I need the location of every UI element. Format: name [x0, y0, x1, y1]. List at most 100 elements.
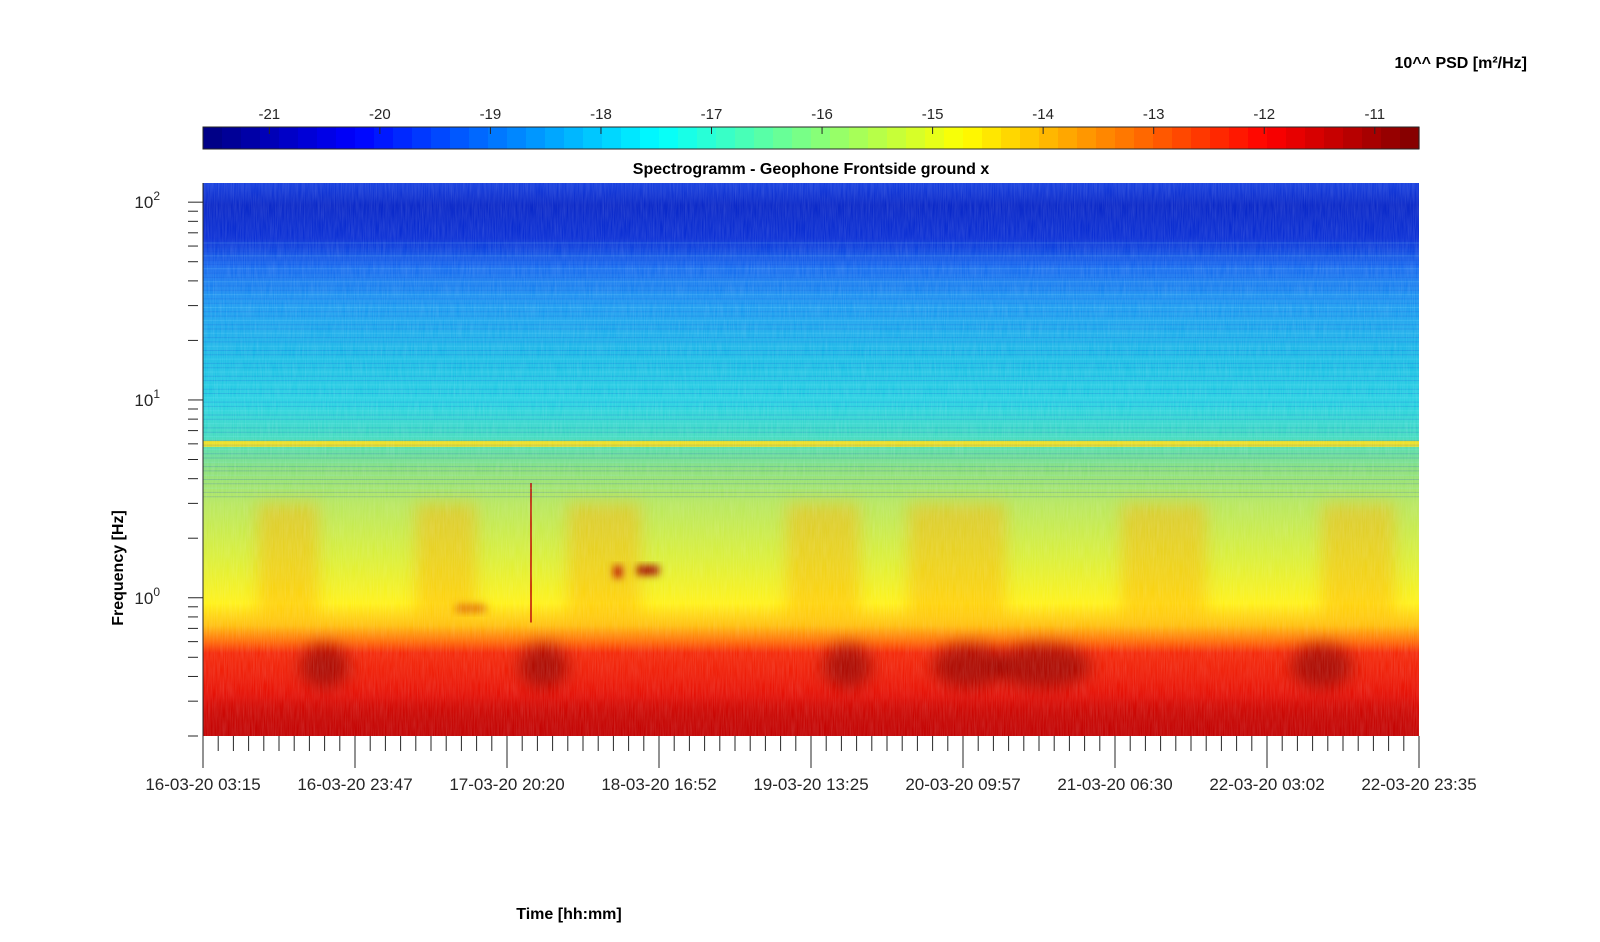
colorbar-cell — [849, 127, 869, 149]
colorbar-cell — [1172, 127, 1192, 149]
y-tick-label: 101 — [134, 387, 160, 410]
colorbar-cell — [279, 127, 299, 149]
x-tick-label: 16-03-20 03:15 — [145, 775, 260, 794]
colorbar-cell — [944, 127, 964, 149]
colorbar-cell — [1362, 127, 1382, 149]
colorbar-frame — [202, 126, 1420, 150]
colorbar-cell — [1058, 127, 1078, 149]
chart-title: Spectrogramm - Geophone Frontside ground… — [633, 161, 990, 178]
colorbar-cell — [811, 127, 831, 149]
x-tick-label: 19-03-20 13:25 — [753, 775, 868, 794]
colorbar-cell — [678, 127, 698, 149]
colorbar-tick-label: -14 — [1032, 106, 1054, 123]
y-axis: 100 101 102 — [134, 183, 204, 737]
x-axis-label: Time [hh:mm] — [516, 906, 621, 923]
colorbar-cell — [1305, 127, 1325, 149]
x-axis: 16-03-20 03:15 16-03-20 23:47 17-03-20 20:… — [145, 736, 1477, 794]
colorbar-cell — [1153, 127, 1173, 149]
x-tick-label: 17-03-20 20:20 — [449, 775, 564, 794]
colorbar-tick-label: -12 — [1253, 106, 1275, 123]
colorbar-cell — [583, 127, 603, 149]
colorbar-steps — [203, 127, 1420, 149]
colorbar-cell — [963, 127, 983, 149]
y-tick-label: 102 — [134, 189, 160, 212]
colorbar-cell — [374, 127, 394, 149]
colorbar-cell — [1077, 127, 1097, 149]
colorbar-cell — [469, 127, 489, 149]
colorbar-cell — [564, 127, 584, 149]
colorbar-cell — [735, 127, 755, 149]
colorbar-cell — [450, 127, 470, 149]
colorbar-cell — [336, 127, 356, 149]
colorbar-cell — [621, 127, 641, 149]
colorbar-cell — [1020, 127, 1040, 149]
colorbar-cell — [754, 127, 774, 149]
colorbar-cell — [830, 127, 850, 149]
x-tick-label: 22-03-20 03:02 — [1209, 775, 1324, 794]
colorbar-cell — [526, 127, 546, 149]
colorbar-cell — [640, 127, 660, 149]
colorbar-cell — [1343, 127, 1363, 149]
colorbar-tick-label: -17 — [701, 106, 723, 123]
colorbar-tick-label: -15 — [922, 106, 944, 123]
colorbar-cell — [1115, 127, 1135, 149]
colorbar-cell — [1096, 127, 1116, 149]
x-tick-label: 18-03-20 16:52 — [601, 775, 716, 794]
colorbar-cell — [507, 127, 527, 149]
colorbar-cell — [1400, 127, 1420, 149]
colorbar: -21 -20 -19 -18 -17 -16 -15 -14 -13 -12 -11 — [202, 106, 1420, 150]
x-tick-label: 22-03-20 23:35 — [1361, 775, 1476, 794]
colorbar-cell — [355, 127, 375, 149]
colorbar-cell — [488, 127, 508, 149]
colorbar-ticks: -21 -20 -19 -18 -17 -16 -15 -14 -13 -12 -11 — [258, 106, 1385, 134]
colorbar-cell — [1286, 127, 1306, 149]
colorbar-tick-label: -13 — [1143, 106, 1165, 123]
colorbar-cell — [1134, 127, 1154, 149]
colorbar-cell — [773, 127, 793, 149]
colorbar-cell — [1381, 127, 1401, 149]
x-tick-label: 21-03-20 06:30 — [1057, 775, 1172, 794]
colorbar-cell — [697, 127, 717, 149]
colorbar-cell — [298, 127, 318, 149]
colorbar-tick-label: -16 — [811, 106, 833, 123]
colorbar-cell — [982, 127, 1002, 149]
colorbar-cell — [1267, 127, 1287, 149]
colorbar-cell — [887, 127, 907, 149]
colorbar-cell — [241, 127, 261, 149]
colorbar-cell — [1039, 127, 1059, 149]
colorbar-cell — [431, 127, 451, 149]
x-tick-label: 16-03-20 23:47 — [297, 775, 412, 794]
colorbar-cell — [868, 127, 888, 149]
colorbar-cell — [792, 127, 812, 149]
colorbar-cell — [317, 127, 337, 149]
colorbar-tick-label: -18 — [590, 106, 612, 123]
colorbar-cell — [545, 127, 565, 149]
colorbar-cell — [260, 127, 280, 149]
colorbar-cell — [659, 127, 679, 149]
colorbar-cell — [393, 127, 413, 149]
colorbar-cell — [602, 127, 622, 149]
x-tick-label: 20-03-20 09:57 — [905, 775, 1020, 794]
colorbar-cell — [1229, 127, 1249, 149]
colorbar-cell — [716, 127, 736, 149]
colorbar-tick-label: -20 — [369, 106, 391, 123]
colorbar-cell — [1191, 127, 1211, 149]
heatmap-noise-overlay — [203, 183, 1419, 736]
colorbar-tick-label: -11 — [1364, 106, 1385, 123]
colorbar-label: 10^^ PSD [m²/Hz] — [1395, 55, 1527, 72]
colorbar-cell — [906, 127, 926, 149]
colorbar-cell — [1001, 127, 1021, 149]
colorbar-tick-label: -19 — [480, 106, 502, 123]
colorbar-cell — [222, 127, 242, 149]
colorbar-cell — [412, 127, 432, 149]
colorbar-cell — [925, 127, 945, 149]
colorbar-cell — [1210, 127, 1230, 149]
colorbar-cell — [203, 127, 223, 149]
spectrogram-heatmap — [203, 183, 1419, 736]
y-tick-label: 100 — [134, 585, 160, 608]
y-axis-label: Frequency [Hz] — [110, 510, 127, 626]
colorbar-tick-label: -21 — [258, 106, 280, 123]
colorbar-cell — [1324, 127, 1344, 149]
colorbar-cell — [1248, 127, 1268, 149]
